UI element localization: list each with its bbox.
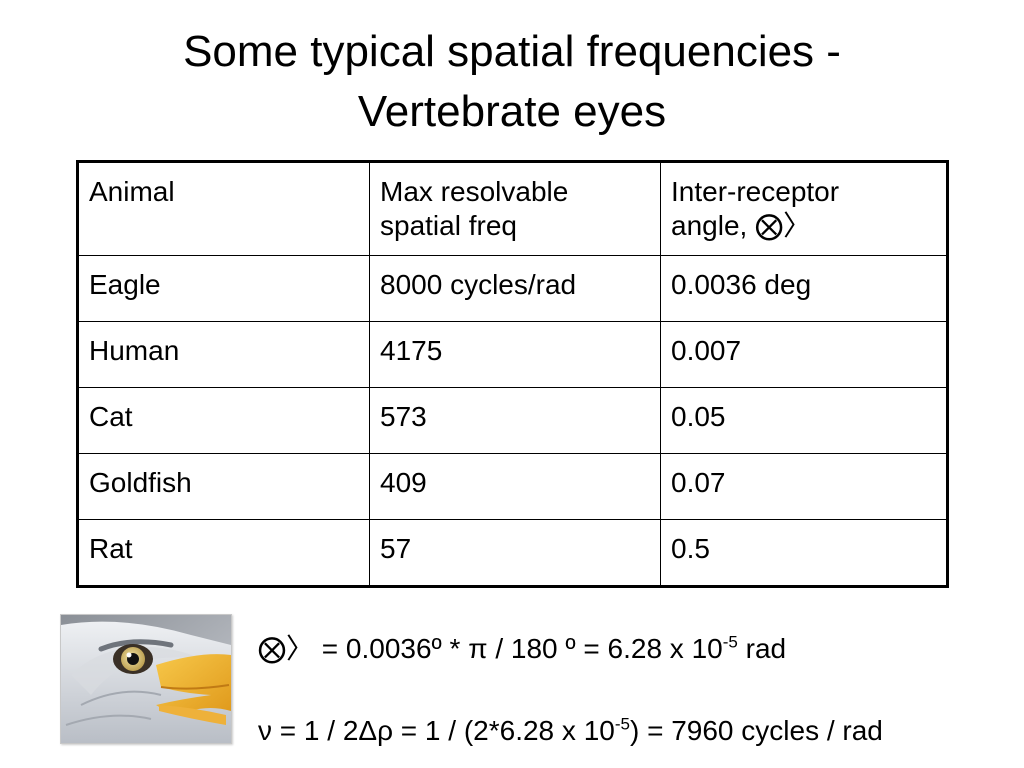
table-row: Human 4175 0.007 [77, 321, 948, 388]
table-cell: 0.0036 deg [660, 255, 948, 322]
slide-title-line-1: Some typical spatial frequencies - [183, 27, 841, 76]
table-cell: 0.5 [660, 519, 948, 587]
header-cell-animal: Animal [77, 161, 370, 256]
table-cell: Rat [77, 519, 370, 587]
formula-text: rad [737, 633, 787, 664]
formula-exponent: -5 [614, 714, 630, 734]
table-cell: Eagle [77, 255, 370, 322]
slide-title-line-2: Vertebrate eyes [357, 87, 667, 136]
header-cell-angle: Inter-receptor angle, ⨂〉 [660, 161, 948, 256]
header-text: Inter-receptor [671, 176, 840, 207]
slide-title: Some typical spatial frequencies - Verte… [40, 22, 984, 142]
table-cell: 0.05 [660, 387, 948, 454]
eagle-illustration [61, 615, 231, 743]
table-header-row: Animal Max resolvable spatial freq Inter… [77, 161, 948, 256]
formula-exponent: -5 [722, 632, 738, 652]
formula-angle-conversion: ⨂〉 = 0.0036º * π / 180 º = 6.28 x 10-5 r… [258, 632, 786, 666]
formula-spatial-frequency: ν = 1 / 2Δρ = 1 / (2*6.28 x 10-5) = 7960… [258, 714, 883, 748]
formula-text: ⨂〉 = 0.0036º * π / 180 º = 6.28 x 10 [258, 633, 723, 664]
header-cell-max-freq: Max resolvable spatial freq [369, 161, 661, 256]
header-text: Animal [89, 176, 175, 207]
header-text: spatial freq [380, 210, 517, 241]
header-text: Max resolvable [380, 176, 569, 207]
eagle-eye-photo [60, 614, 232, 744]
table-cell: 4175 [369, 321, 661, 388]
table-cell: Human [77, 321, 370, 388]
table-row: Goldfish 409 0.07 [77, 453, 948, 520]
table-cell: 8000 cycles/rad [369, 255, 661, 322]
table-cell: 573 [369, 387, 661, 454]
spatial-frequency-table: Animal Max resolvable spatial freq Inter… [76, 160, 949, 588]
table-cell: 0.07 [660, 453, 948, 520]
formula-text: ) = 7960 cycles / rad [629, 715, 883, 746]
table-cell: Cat [77, 387, 370, 454]
table-cell: 409 [369, 453, 661, 520]
table-cell: Goldfish [77, 453, 370, 520]
table-row: Cat 573 0.05 [77, 387, 948, 454]
table-cell: 57 [369, 519, 661, 587]
table-row: Eagle 8000 cycles/rad 0.0036 deg [77, 255, 948, 322]
table-cell: 0.007 [660, 321, 948, 388]
table-row: Rat 57 0.5 [77, 519, 948, 587]
header-text: angle, ⨂〉 [671, 210, 812, 241]
formula-text: ν = 1 / 2Δρ = 1 / (2*6.28 x 10 [258, 715, 615, 746]
